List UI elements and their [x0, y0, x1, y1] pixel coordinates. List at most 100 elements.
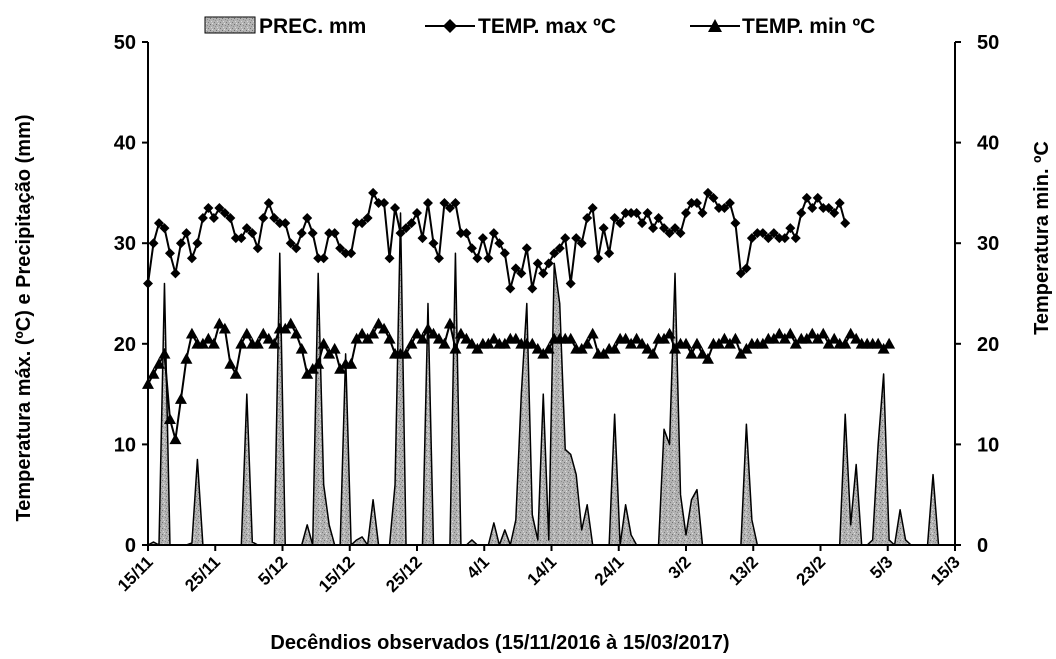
temp-min-point: [213, 317, 226, 329]
right-y-tick-label: 50: [977, 32, 999, 54]
temp-max-point: [192, 238, 203, 249]
temp-max-point: [659, 223, 670, 234]
temp-max-point: [318, 253, 329, 264]
temp-min-point: [641, 342, 654, 354]
temp-max-point: [296, 228, 307, 239]
temp-max-point: [258, 213, 269, 224]
right-y-tick-label: 40: [977, 133, 999, 155]
temp-max-point: [422, 197, 433, 208]
temp-max-point: [823, 202, 834, 213]
temp-min-point: [487, 332, 500, 344]
temp-max-point: [664, 228, 675, 239]
x-tick-label: 15/12: [315, 552, 359, 596]
temp-min-point: [883, 337, 896, 349]
temp-min-point: [586, 327, 599, 339]
temp-min-point: [328, 342, 341, 354]
x-tick-label: 15/3: [927, 552, 964, 589]
temp-min-point: [257, 327, 270, 339]
y-axis-left-title: Temperatura máx. (ºC) e Precipitação (mm…: [13, 114, 35, 521]
temp-max-point: [444, 202, 455, 213]
temp-max-point: [219, 208, 230, 219]
temp-max-point: [510, 263, 521, 274]
temp-max-point: [455, 228, 466, 239]
y-axis-right-title: Temperatura min. ºC: [1031, 141, 1053, 335]
temp-max-point: [752, 228, 763, 239]
temp-min-point: [180, 352, 193, 364]
left-y-tick-label: 30: [114, 233, 136, 255]
temp-max-point: [724, 197, 735, 208]
temp-min-point: [202, 332, 215, 344]
temp-min-point: [174, 393, 187, 404]
temp-min-point: [630, 332, 643, 344]
temp-min-point: [542, 342, 555, 354]
temp-max-point: [483, 253, 494, 264]
temp-min-point: [284, 317, 297, 329]
temp-max-point: [439, 197, 450, 208]
temp-min-point: [465, 337, 478, 349]
temp-max-point: [735, 268, 746, 279]
temp-max-point: [741, 263, 752, 274]
temp-max-point: [829, 208, 840, 219]
legend-item-temp-min: TEMP. min ºC: [690, 15, 875, 38]
temp-min-point: [372, 317, 385, 329]
temp-max-point: [252, 243, 263, 254]
temp-max-point: [477, 233, 488, 244]
temp-max-point: [779, 233, 790, 244]
temp-max-point: [340, 248, 351, 259]
temp-min-point: [218, 322, 231, 334]
temp-max-point: [181, 228, 192, 239]
temp-min-point: [367, 327, 380, 339]
x-tick-label: 15/11: [114, 552, 157, 595]
temp-max-point: [554, 243, 565, 254]
temp-max-point: [516, 268, 527, 279]
temp-max-point: [576, 238, 587, 249]
temp-max-point: [631, 208, 642, 219]
temp-max-point: [796, 208, 807, 219]
temp-max-point: [236, 233, 247, 244]
temp-max-point: [719, 202, 730, 213]
temp-min-point: [680, 337, 692, 349]
right-y-tick-label: 30: [977, 233, 999, 255]
temp-max-point: [274, 218, 285, 229]
temp-max-point: [774, 233, 785, 244]
temp-min-point: [411, 327, 423, 339]
temp-min-point: [312, 357, 325, 369]
temp-max-point: [466, 243, 477, 254]
temp-min-point: [729, 332, 742, 344]
temp-max-point: [225, 213, 236, 224]
legend-marker-temp-min: [708, 19, 722, 32]
temp-max-point: [329, 228, 340, 239]
temp-max-point: [691, 197, 702, 208]
temp-max-point: [757, 228, 768, 239]
temp-min-point: [251, 337, 264, 349]
right-y-ticks: 0 10 20 30 40 50: [955, 32, 999, 557]
temp-max-point: [571, 233, 582, 244]
temp-max-point: [285, 238, 296, 249]
x-tick-label: 13/2: [725, 552, 762, 589]
temp-min-point: [850, 332, 863, 344]
temp-max-point: [307, 228, 318, 239]
x-tick-label: 24/1: [591, 552, 628, 589]
x-tick-label: 25/12: [382, 552, 426, 596]
temp-min-point: [169, 433, 182, 445]
temp-max-line: [143, 187, 851, 294]
temp-min-point: [718, 332, 731, 344]
temp-max-point: [812, 192, 823, 203]
temp-min-point: [163, 413, 176, 425]
temp-min-line: [142, 317, 896, 445]
left-y-tick-label: 10: [114, 434, 136, 456]
temp-max-point: [186, 253, 197, 264]
temp-max-point: [642, 208, 653, 219]
temp-max-point: [373, 197, 384, 208]
temp-min-point: [383, 332, 396, 344]
temp-min-point: [229, 367, 242, 379]
right-y-tick-label: 10: [977, 434, 999, 456]
temp-max-point: [565, 278, 576, 289]
temp-max-point: [406, 218, 417, 229]
temp-max-point: [450, 197, 461, 208]
temp-max-point: [527, 283, 538, 294]
x-tick-label: 23/2: [792, 552, 829, 589]
temp-max-point: [807, 202, 818, 213]
temp-max-point: [351, 218, 362, 229]
temp-max-point: [593, 253, 604, 264]
